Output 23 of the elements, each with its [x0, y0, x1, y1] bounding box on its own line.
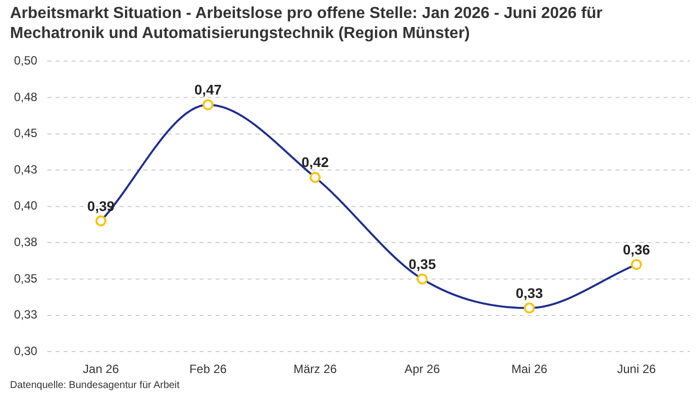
- y-tick-label: 0,30: [14, 344, 38, 358]
- x-tick-label: Feb 26: [189, 362, 228, 376]
- data-label: 0,42: [302, 154, 329, 170]
- data-label: 0,47: [194, 82, 222, 98]
- data-label: 0,35: [408, 256, 436, 272]
- x-tick-label: Apr 26: [404, 362, 440, 376]
- data-label: 0,36: [622, 241, 650, 258]
- y-tick-label: 0,50: [14, 54, 38, 68]
- y-tick-label: 0,38: [14, 235, 38, 250]
- y-tick-label: 0,35: [14, 271, 38, 286]
- x-tick-label: Juni 26: [617, 362, 656, 376]
- y-tick-label: 0,40: [14, 198, 38, 213]
- y-tick-label: 0,45: [14, 126, 38, 140]
- y-tick-label: 0,33: [14, 308, 38, 322]
- chart-title: Arbeitsmarkt Situation - Arbeitslose pro offene Stelle: Jan 2026 - Juni 2026 für Mechatronik und Automatisierungstechnik (Region Münster): [9, 4, 604, 44]
- text: Datenquelle: Bundesagentur für Arbeit: [9, 380, 181, 391]
- x-tick-label: März 26: [293, 362, 338, 376]
- y-tick-label: 0,43: [14, 162, 38, 176]
- x-tick-label: Mai 26: [511, 362, 548, 376]
- data-label: 0,33: [516, 284, 544, 301]
- y-tick-label: 0,48: [14, 90, 38, 104]
- data-label: 0,39: [87, 198, 115, 214]
- x-tick-label: Jan 26: [82, 362, 120, 376]
